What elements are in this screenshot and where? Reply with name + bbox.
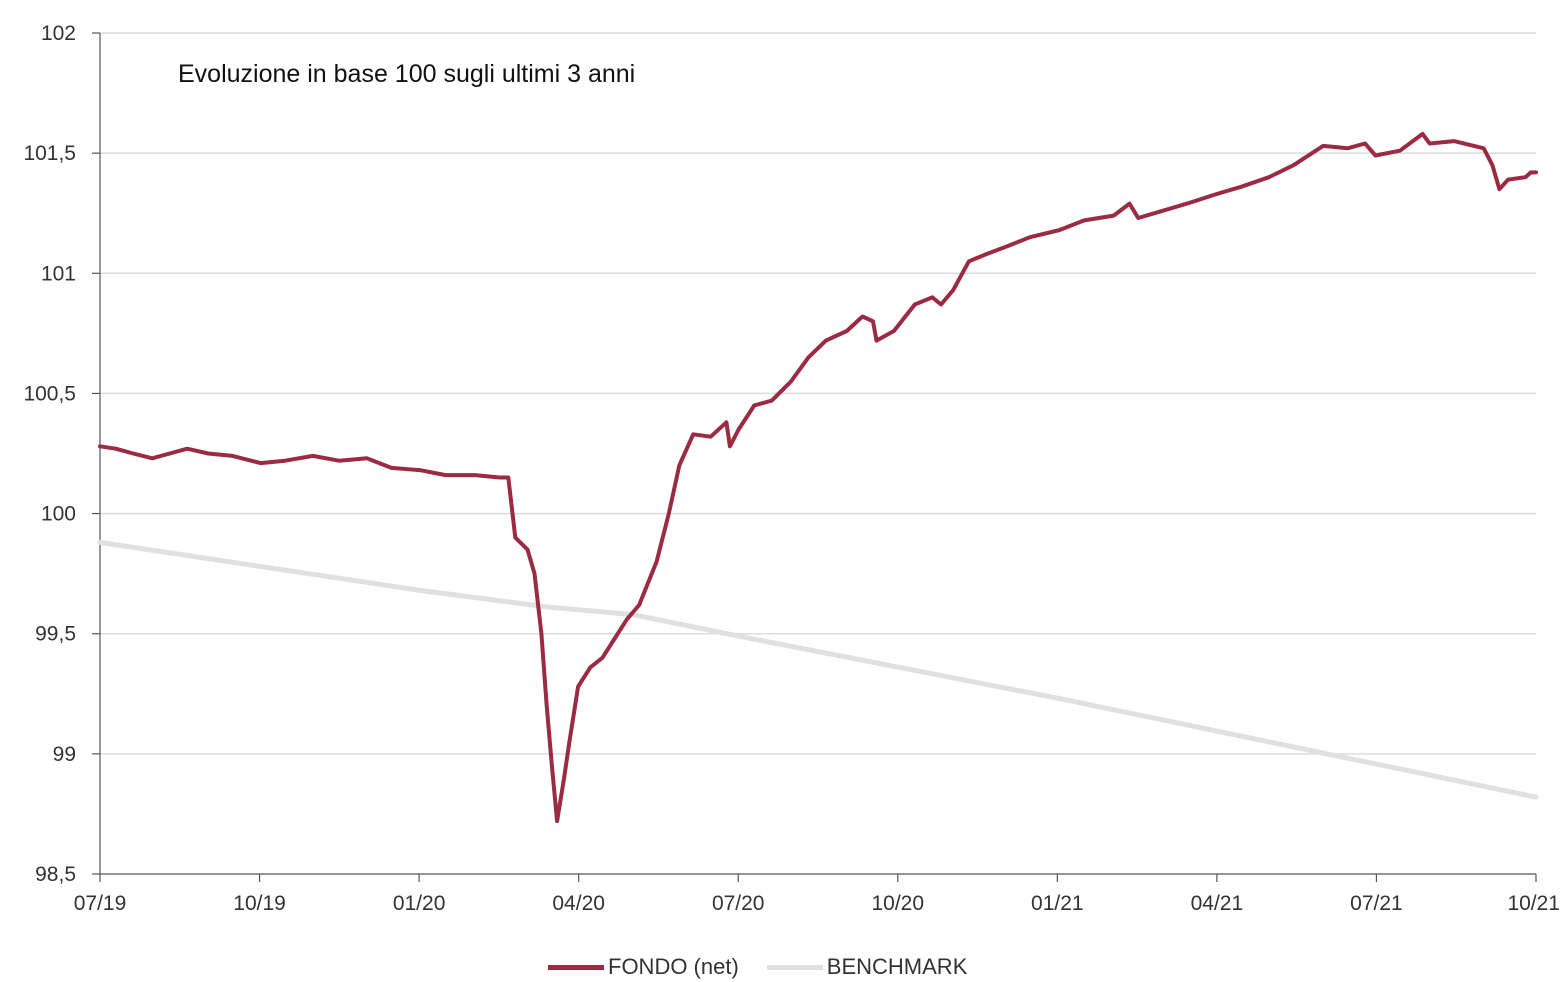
x-tick-label: 10/19 bbox=[233, 892, 286, 915]
legend-swatch-benchmark bbox=[766, 964, 823, 970]
legend-swatch-fondo bbox=[548, 964, 604, 970]
gridlines bbox=[100, 32, 1536, 755]
legend-label-fondo: FONDO (net) bbox=[608, 954, 739, 979]
series-lines bbox=[97, 131, 1539, 824]
y-tick-label: 101,5 bbox=[23, 142, 76, 165]
series-line-fondo bbox=[98, 131, 1538, 824]
x-tick-label: 04/20 bbox=[552, 892, 605, 915]
x-tick-label: 07/21 bbox=[1350, 892, 1403, 915]
y-tick-label: 98,5 bbox=[35, 863, 76, 886]
legend-item-fondo: FONDO (net) bbox=[548, 954, 739, 980]
x-tick-label: 04/21 bbox=[1191, 892, 1244, 915]
series-line-benchmark bbox=[97, 539, 1539, 800]
axes bbox=[92, 32, 1537, 882]
x-tick-label: 10/21 bbox=[1507, 892, 1560, 915]
y-tick-label: 102 bbox=[41, 22, 76, 45]
legend: FONDO (net) BENCHMARK bbox=[548, 952, 995, 982]
x-tick-label: 10/20 bbox=[871, 892, 924, 915]
x-axis-tick-labels: 07/19 10/19 01/20 04/20 07/20 10/20 01/21 04/21… bbox=[74, 892, 1560, 915]
x-tick-label: 01/20 bbox=[393, 892, 446, 915]
y-tick-label: 100,5 bbox=[23, 382, 76, 405]
x-tick-label: 07/19 bbox=[74, 892, 127, 915]
legend-label-benchmark: BENCHMARK bbox=[826, 954, 968, 979]
chart-title: Evoluzione in base 100 sugli ultimi 3 an… bbox=[178, 60, 635, 88]
legend-item-benchmark: BENCHMARK bbox=[766, 954, 968, 980]
y-tick-label: 100 bbox=[41, 503, 76, 526]
x-tick-label: 07/20 bbox=[712, 892, 765, 915]
y-tick-label: 99,5 bbox=[35, 623, 76, 646]
x-tick-label: 01/21 bbox=[1031, 892, 1084, 915]
y-tick-label: 101 bbox=[41, 262, 76, 285]
y-axis-tick-labels: 98,5 99 99,5 100 100,5 101 101,5 102 bbox=[23, 22, 76, 886]
y-tick-label: 99 bbox=[53, 743, 76, 766]
